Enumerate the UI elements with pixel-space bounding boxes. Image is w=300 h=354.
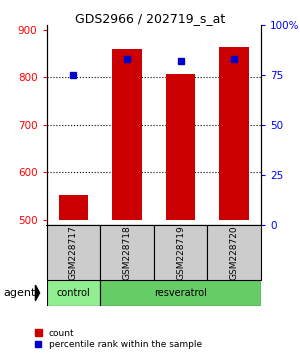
Bar <box>46 225 100 280</box>
Bar <box>219 47 249 220</box>
Bar <box>100 225 154 280</box>
Bar <box>100 280 261 306</box>
Text: GDS2966 / 202719_s_at: GDS2966 / 202719_s_at <box>75 12 225 25</box>
Bar <box>58 195 88 220</box>
Text: agent: agent <box>3 288 35 298</box>
Text: control: control <box>56 288 90 298</box>
Legend: count, percentile rank within the sample: count, percentile rank within the sample <box>34 329 202 349</box>
Bar <box>46 280 100 306</box>
Bar <box>166 74 195 220</box>
Text: GSM228719: GSM228719 <box>176 225 185 280</box>
Bar <box>154 225 207 280</box>
Text: resveratrol: resveratrol <box>154 288 207 298</box>
Bar <box>112 48 142 220</box>
Text: GSM228717: GSM228717 <box>69 225 78 280</box>
Text: GSM228718: GSM228718 <box>122 225 131 280</box>
Text: GSM228720: GSM228720 <box>230 225 239 280</box>
Bar <box>207 225 261 280</box>
